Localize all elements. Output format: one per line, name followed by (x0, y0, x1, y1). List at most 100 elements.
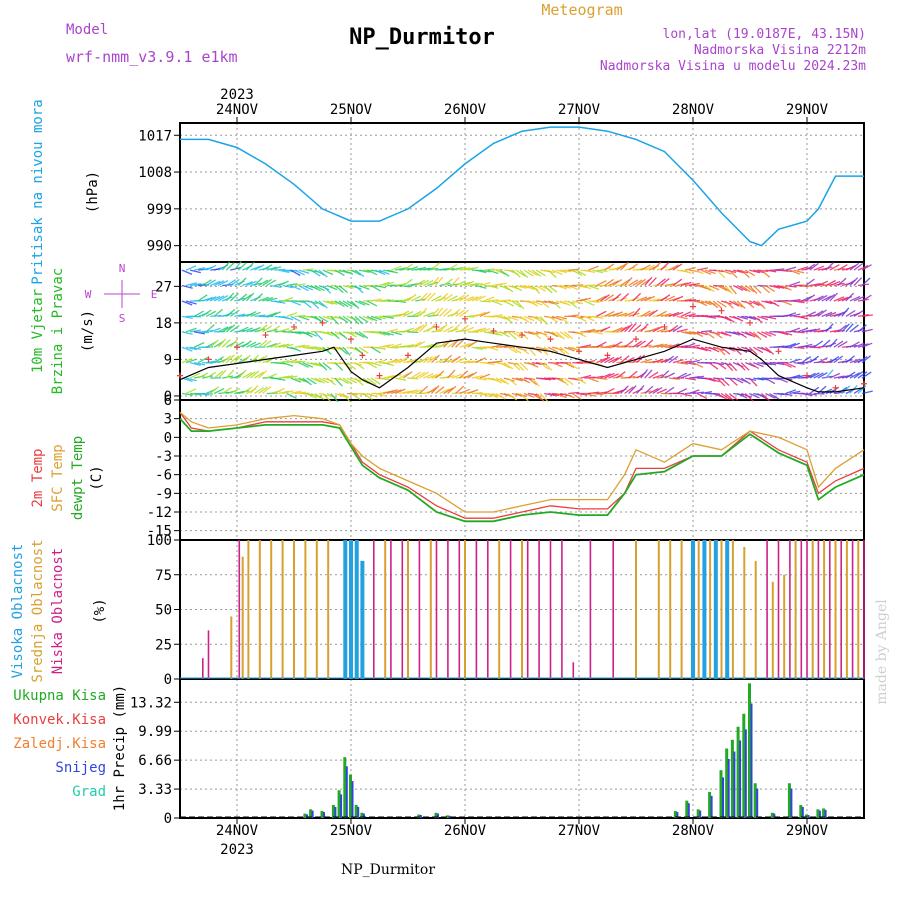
wind-barb (551, 300, 561, 309)
wind-barb (531, 300, 543, 306)
wind-barb (829, 355, 840, 364)
wind-barb (330, 393, 339, 403)
wind-barb (672, 311, 684, 317)
wind-barb (467, 282, 479, 287)
wind-barb (849, 358, 861, 364)
wind-gust-marker (718, 307, 725, 314)
wind-barb (817, 280, 829, 287)
wind-barb (676, 345, 688, 348)
wind-barb (491, 343, 503, 348)
wind-barb (736, 300, 746, 309)
wind-barb (765, 269, 777, 273)
wind-barb (628, 385, 637, 394)
wind-barb (213, 370, 224, 379)
precip-bar (343, 757, 347, 818)
wind-barb (358, 284, 370, 291)
wind-barb (310, 300, 320, 309)
wind-barb (274, 377, 286, 382)
wind-barb (398, 310, 410, 317)
wind-barb (430, 307, 440, 317)
wind-barb (418, 323, 428, 333)
xtick-label: 27NOV (558, 102, 601, 118)
wind-barb (395, 267, 407, 271)
wind-barb (495, 282, 507, 287)
wind-barb (375, 284, 387, 289)
wind-barb (366, 362, 378, 369)
wind-barb (225, 324, 236, 333)
wind-barb (459, 388, 471, 395)
ytick-label-precip: 13.32 (130, 695, 172, 711)
wind-barb (551, 331, 562, 339)
wind-barb (720, 392, 731, 401)
wind-barb (330, 331, 340, 340)
wind-barb (193, 310, 205, 317)
wind-barb (797, 315, 809, 320)
wind-barb (644, 385, 654, 394)
wind-barb (704, 269, 716, 275)
wind-barb (620, 355, 630, 364)
wind-barb (696, 392, 708, 399)
wind-barb (760, 393, 771, 402)
wind-barb (789, 269, 801, 275)
wind-barb (181, 315, 193, 320)
wind-barb (463, 280, 475, 287)
wind-barb (680, 298, 692, 302)
wind-barb (825, 293, 836, 302)
wind-barb (861, 371, 872, 379)
footer-station: NP_Durmitor (341, 862, 435, 878)
wind-barb (817, 294, 828, 302)
snow-bar (311, 810, 314, 818)
wind-gust-marker (490, 328, 497, 334)
wind-gust-marker (348, 336, 354, 343)
wind-barb (391, 265, 402, 271)
wind-barb (849, 295, 861, 302)
wind-barb (435, 370, 445, 379)
wind-barb (479, 392, 491, 398)
wind-barb (805, 278, 815, 287)
wind-barb (286, 312, 298, 318)
wind-barb (249, 370, 260, 379)
wind-barb (217, 338, 227, 348)
wind-barb (366, 315, 378, 322)
wind-barb (716, 331, 728, 336)
wind-barb (354, 269, 365, 278)
wind-barb (290, 300, 302, 306)
wind-barb (443, 354, 453, 364)
wind-barb (415, 371, 426, 379)
wind-barb (229, 293, 239, 302)
wind-barb (402, 278, 413, 287)
wind-barb (391, 358, 402, 364)
precip-unit: 1hr Precip (mm) (112, 685, 128, 811)
wind-barb (237, 277, 247, 287)
wind-barb (463, 373, 474, 379)
wind-barb (346, 377, 358, 384)
wind-barb (829, 372, 841, 379)
wind-barb (403, 343, 415, 348)
wind-barb (181, 331, 193, 335)
wind-barb (294, 344, 306, 348)
wind-barb (346, 362, 357, 370)
wind-barb (740, 377, 751, 385)
wind-barb (785, 342, 797, 348)
snow-bar (733, 751, 736, 818)
snow-bar (676, 812, 679, 818)
wind-barb (507, 346, 518, 354)
wind-gust-marker (462, 315, 468, 322)
wind-barb (455, 309, 465, 317)
wind-barb (861, 355, 872, 364)
wind-barb (829, 292, 838, 302)
wind-barb (334, 285, 344, 294)
wind-barb (418, 292, 428, 302)
wind-barb (748, 346, 758, 356)
wind-barb (845, 292, 855, 302)
wind-barb (817, 309, 827, 317)
wind-barb (322, 331, 334, 337)
wind-barb (821, 339, 831, 348)
wind-barb (374, 331, 386, 336)
wind-barb (334, 392, 346, 398)
wind-barb (241, 294, 252, 302)
wind-barb (555, 392, 567, 399)
wind-barb (708, 377, 720, 383)
ytick-label-precip: 3.33 (138, 782, 172, 798)
wind-barb (499, 362, 510, 369)
